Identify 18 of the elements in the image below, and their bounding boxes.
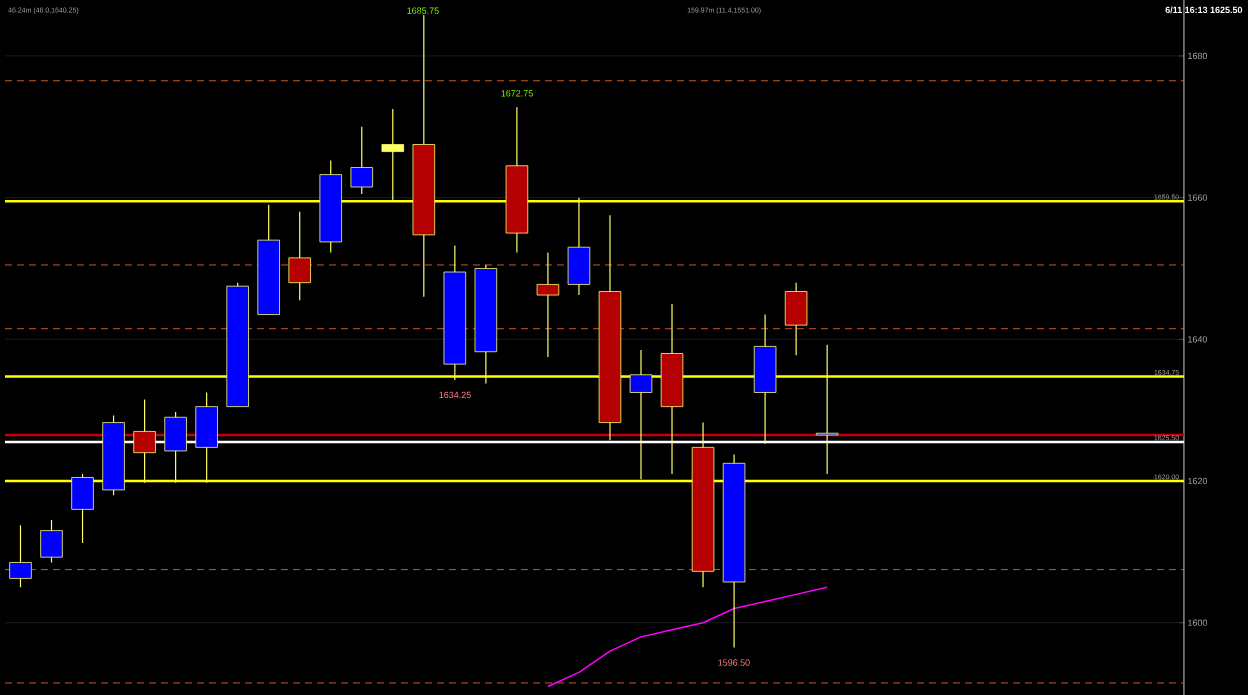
annotation: 1685.75 (407, 7, 439, 14)
annotation: 1672.75 (501, 90, 533, 97)
line-series (547, 586, 828, 688)
candlestick (350, 126, 374, 195)
y-tick-label: 1660 (1188, 194, 1208, 201)
annotation: 6/11 16:13 1625.50 (1165, 6, 1243, 14)
annotation: 1596.50 (718, 659, 750, 666)
y-tick-label: 1600 (1188, 619, 1208, 626)
candlestick (815, 344, 839, 475)
y-tick-label: 1640 (1188, 336, 1208, 343)
candlestick (381, 108, 405, 202)
y-tick-label: 1620 (1188, 477, 1208, 485)
annotation: 1634.25 (439, 391, 471, 399)
candlestick (629, 349, 653, 480)
y-tick-label: 1680 (1188, 52, 1208, 60)
candlestick (133, 398, 156, 484)
candlestick (536, 251, 560, 358)
candlestick (9, 524, 32, 588)
